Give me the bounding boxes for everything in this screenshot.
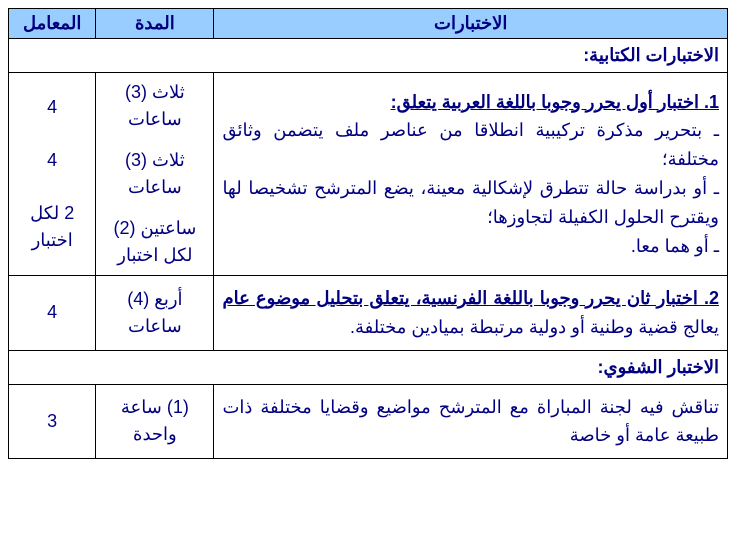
header-row: الاختبارات المدة المعامل: [9, 9, 728, 39]
header-tests: الاختبارات: [214, 9, 728, 39]
section-written-row: الاختبارات الكتابية:: [9, 39, 728, 73]
test2-rest: يعالج قضية وطنية أو دولية مرتبطة بميادين…: [350, 317, 719, 337]
test1-duration: ثلاث (3) ساعات ثلاث (3) ساعات ساعتين (2)…: [96, 73, 214, 276]
test3-duration: (1) ساعة واحدة: [96, 384, 214, 459]
test1-coef2: 4: [13, 147, 91, 174]
test1-line1: ـ بتحرير مذكرة تركيبية انطلاقا من عناصر …: [222, 116, 719, 174]
test1-dur3: ساعتين (2) لكل اختبار: [100, 215, 209, 269]
test1-dur1: ثلاث (3) ساعات: [100, 79, 209, 133]
header-coefficient: المعامل: [9, 9, 96, 39]
section-written: الاختبارات الكتابية:: [9, 39, 728, 73]
section-oral-row: الاختبار الشفوي:: [9, 350, 728, 384]
test1-coef1: 4: [13, 94, 91, 121]
test1-line3: ـ أو هما معا.: [222, 232, 719, 261]
test1-title: 1. اختبار أول يحرر وجوبا باللغة العربية …: [222, 88, 719, 117]
test1-line2: ـ أو بدراسة حالة تتطرق لإشكالية معينة، ي…: [222, 174, 719, 232]
section-oral: الاختبار الشفوي:: [9, 350, 728, 384]
test2-content: 2. اختبار ثان يحرر وجوبا باللغة الفرنسية…: [214, 276, 728, 351]
test-row-2: 2. اختبار ثان يحرر وجوبا باللغة الفرنسية…: [9, 276, 728, 351]
test1-dur2: ثلاث (3) ساعات: [100, 147, 209, 201]
test2-coef: 4: [9, 276, 96, 351]
test2-duration: أربع (4) ساعات: [96, 276, 214, 351]
test2-title: 2. اختبار ثان يحرر وجوبا باللغة الفرنسية…: [222, 288, 719, 308]
test3-content: تناقش فيه لجنة المباراة مع المترشح مواضي…: [214, 384, 728, 459]
test3-coef: 3: [9, 384, 96, 459]
exams-table: الاختبارات المدة المعامل الاختبارات الكت…: [8, 8, 728, 459]
test1-coef3: 2 لكل اختبار: [13, 200, 91, 254]
test-row-3: تناقش فيه لجنة المباراة مع المترشح مواضي…: [9, 384, 728, 459]
test-row-1: 1. اختبار أول يحرر وجوبا باللغة العربية …: [9, 73, 728, 276]
test1-coef: 4 4 2 لكل اختبار: [9, 73, 96, 276]
header-duration: المدة: [96, 9, 214, 39]
test1-content: 1. اختبار أول يحرر وجوبا باللغة العربية …: [214, 73, 728, 276]
